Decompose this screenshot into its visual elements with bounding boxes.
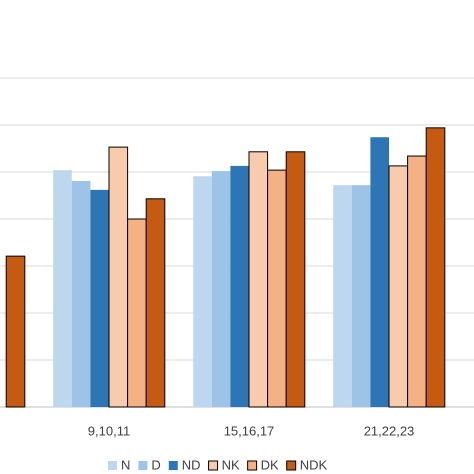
labels: 9,10,11 15,16,17 21,22,23: [88, 423, 415, 438]
bar: [267, 169, 287, 408]
legend-swatch: [138, 461, 148, 470]
legend-label: N: [121, 457, 130, 472]
x-tick-label: 21,22,23: [364, 423, 415, 438]
bar: [108, 146, 129, 408]
bar: [285, 151, 306, 408]
legend-swatch: [247, 460, 258, 471]
bar: [388, 165, 409, 408]
bar: [425, 127, 446, 408]
bar: [407, 155, 427, 408]
legend-swatch: [286, 460, 297, 471]
bar: [248, 151, 269, 408]
legend-label: NDK: [300, 457, 328, 472]
bar: [370, 137, 389, 407]
bar: [127, 218, 147, 408]
bar: [211, 171, 231, 407]
bar: [193, 176, 212, 407]
bars: [5, 127, 446, 408]
legend: N D ND NK DK NDK: [108, 457, 327, 472]
bar: [333, 185, 352, 407]
bar: [351, 185, 371, 407]
legend-swatch: [108, 461, 117, 470]
bar: [145, 198, 166, 408]
bar: [71, 180, 91, 407]
legend-swatch: [168, 461, 178, 470]
legend-label: D: [151, 457, 160, 472]
legend-label: ND: [182, 457, 201, 472]
bar: [53, 170, 72, 407]
bar: [230, 165, 249, 407]
bar: [5, 255, 26, 408]
legend-swatch: [208, 460, 219, 471]
x-tick-label: 15,16,17: [224, 423, 275, 438]
legend-label: NK: [222, 457, 240, 472]
x-tick-label: 9,10,11: [88, 423, 130, 438]
legend-label: DK: [261, 457, 279, 472]
bar: [90, 189, 109, 407]
